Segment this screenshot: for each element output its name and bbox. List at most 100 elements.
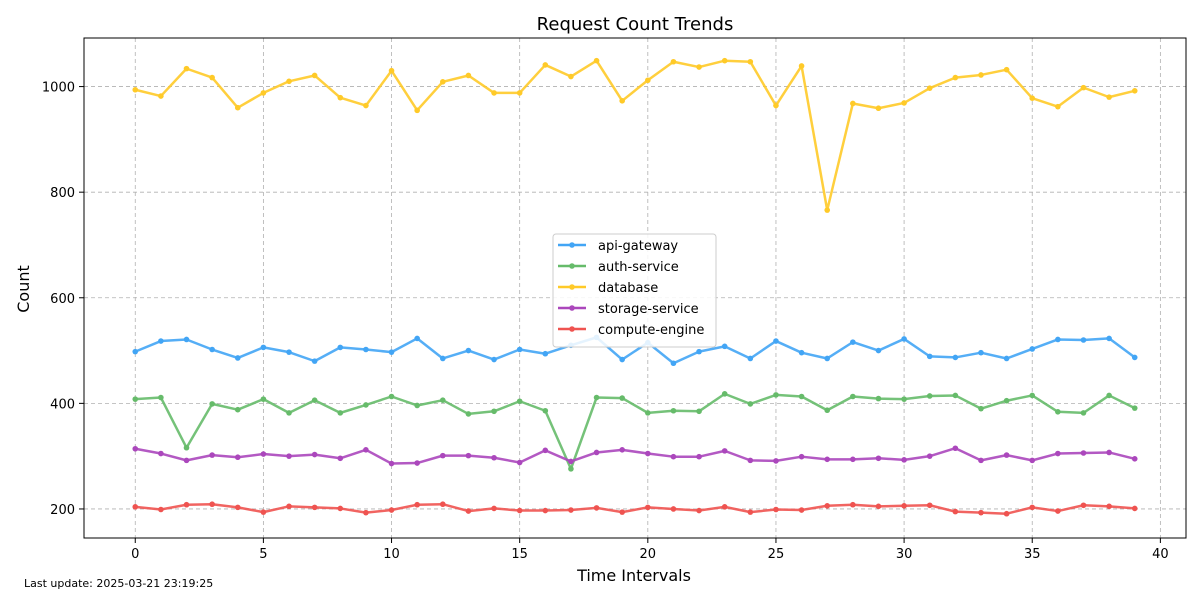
data-point — [414, 460, 420, 466]
legend-item: database — [558, 281, 658, 296]
data-point — [670, 360, 677, 367]
legend-item: storage-service — [558, 302, 699, 317]
y-tick-label: 400 — [50, 397, 75, 412]
data-point — [1131, 405, 1138, 411]
data-point — [645, 77, 651, 84]
data-point — [875, 503, 882, 510]
data-point — [773, 458, 779, 464]
data-point — [234, 454, 241, 461]
data-point — [209, 74, 215, 81]
data-point — [311, 504, 318, 511]
data-point — [311, 72, 318, 79]
data-point — [901, 502, 907, 509]
data-point — [363, 102, 369, 109]
data-point — [183, 457, 190, 464]
data-point — [670, 407, 677, 414]
data-point — [1003, 510, 1010, 517]
series-layer — [132, 57, 1138, 517]
data-point — [1029, 346, 1036, 352]
plot-frame — [83, 37, 1187, 539]
data-point — [850, 339, 856, 345]
data-point — [593, 449, 600, 456]
data-point — [311, 358, 318, 364]
data-point — [875, 395, 882, 402]
data-point — [158, 93, 164, 99]
data-point — [1080, 84, 1087, 91]
data-point — [439, 452, 446, 459]
data-point — [875, 347, 882, 354]
data-point — [1131, 505, 1138, 512]
data-point — [850, 393, 856, 400]
grid-lines — [84, 38, 1186, 538]
x-tick-label: 10 — [383, 547, 400, 562]
x-tick-label: 40 — [1152, 547, 1169, 562]
data-point — [850, 456, 856, 463]
data-point — [1106, 94, 1112, 100]
data-point — [209, 401, 215, 407]
data-point — [952, 392, 959, 399]
data-point — [824, 502, 831, 509]
data-point — [1029, 392, 1036, 399]
data-point — [850, 501, 856, 508]
data-point — [388, 349, 395, 355]
data-point — [619, 98, 625, 104]
series-line — [134, 59, 1136, 212]
x-tick-label: 5 — [259, 547, 267, 562]
data-point — [286, 503, 292, 510]
data-point — [696, 507, 702, 514]
data-point — [1055, 409, 1061, 415]
data-point — [568, 466, 574, 472]
data-point — [439, 355, 446, 362]
data-point — [952, 445, 959, 452]
data-point — [1131, 456, 1138, 462]
data-point — [337, 94, 344, 101]
data-point — [875, 105, 882, 112]
legend-swatch-marker — [569, 305, 575, 311]
last-update-note: Last update: 2025-03-21 23:19:25 — [24, 577, 214, 590]
series-line — [134, 336, 1136, 365]
y-tick-label: 800 — [50, 186, 75, 201]
legend-swatch-marker — [569, 263, 575, 269]
data-point — [593, 505, 600, 511]
data-point — [926, 393, 933, 399]
data-point — [516, 507, 523, 514]
data-point — [721, 504, 728, 510]
data-point — [619, 356, 625, 363]
data-point — [747, 401, 754, 407]
data-point — [1080, 337, 1087, 343]
x-axis: 0 5 10 15 20 25 30 35 40 — [131, 538, 1169, 562]
data-point — [388, 507, 395, 513]
data-point — [158, 450, 164, 457]
x-tick-label: 20 — [640, 547, 657, 562]
data-point — [158, 394, 164, 401]
data-point — [491, 356, 497, 363]
y-tick-label: 200 — [50, 503, 75, 518]
data-point — [645, 410, 651, 416]
data-point — [1029, 457, 1036, 464]
data-point — [1003, 355, 1010, 362]
data-point — [1055, 336, 1061, 343]
data-point — [465, 452, 472, 459]
x-tick-label: 15 — [511, 547, 528, 562]
data-point — [670, 506, 677, 512]
series-line — [135, 392, 1136, 471]
data-point — [260, 509, 267, 515]
data-point — [978, 72, 984, 78]
data-point — [824, 355, 831, 362]
data-point — [465, 72, 472, 79]
data-point — [1106, 335, 1112, 342]
data-point — [721, 391, 728, 397]
data-point — [516, 398, 523, 405]
x-tick-label: 30 — [896, 547, 913, 562]
data-point — [132, 445, 139, 452]
data-point — [132, 86, 139, 93]
data-point — [1055, 508, 1061, 514]
data-point — [260, 344, 267, 351]
data-point — [1080, 410, 1087, 416]
data-point — [542, 507, 549, 514]
data-point — [1080, 502, 1087, 509]
legend-swatch-marker — [569, 326, 575, 332]
legend-label: storage-service — [598, 302, 699, 317]
series-compute-engine — [132, 501, 1138, 517]
